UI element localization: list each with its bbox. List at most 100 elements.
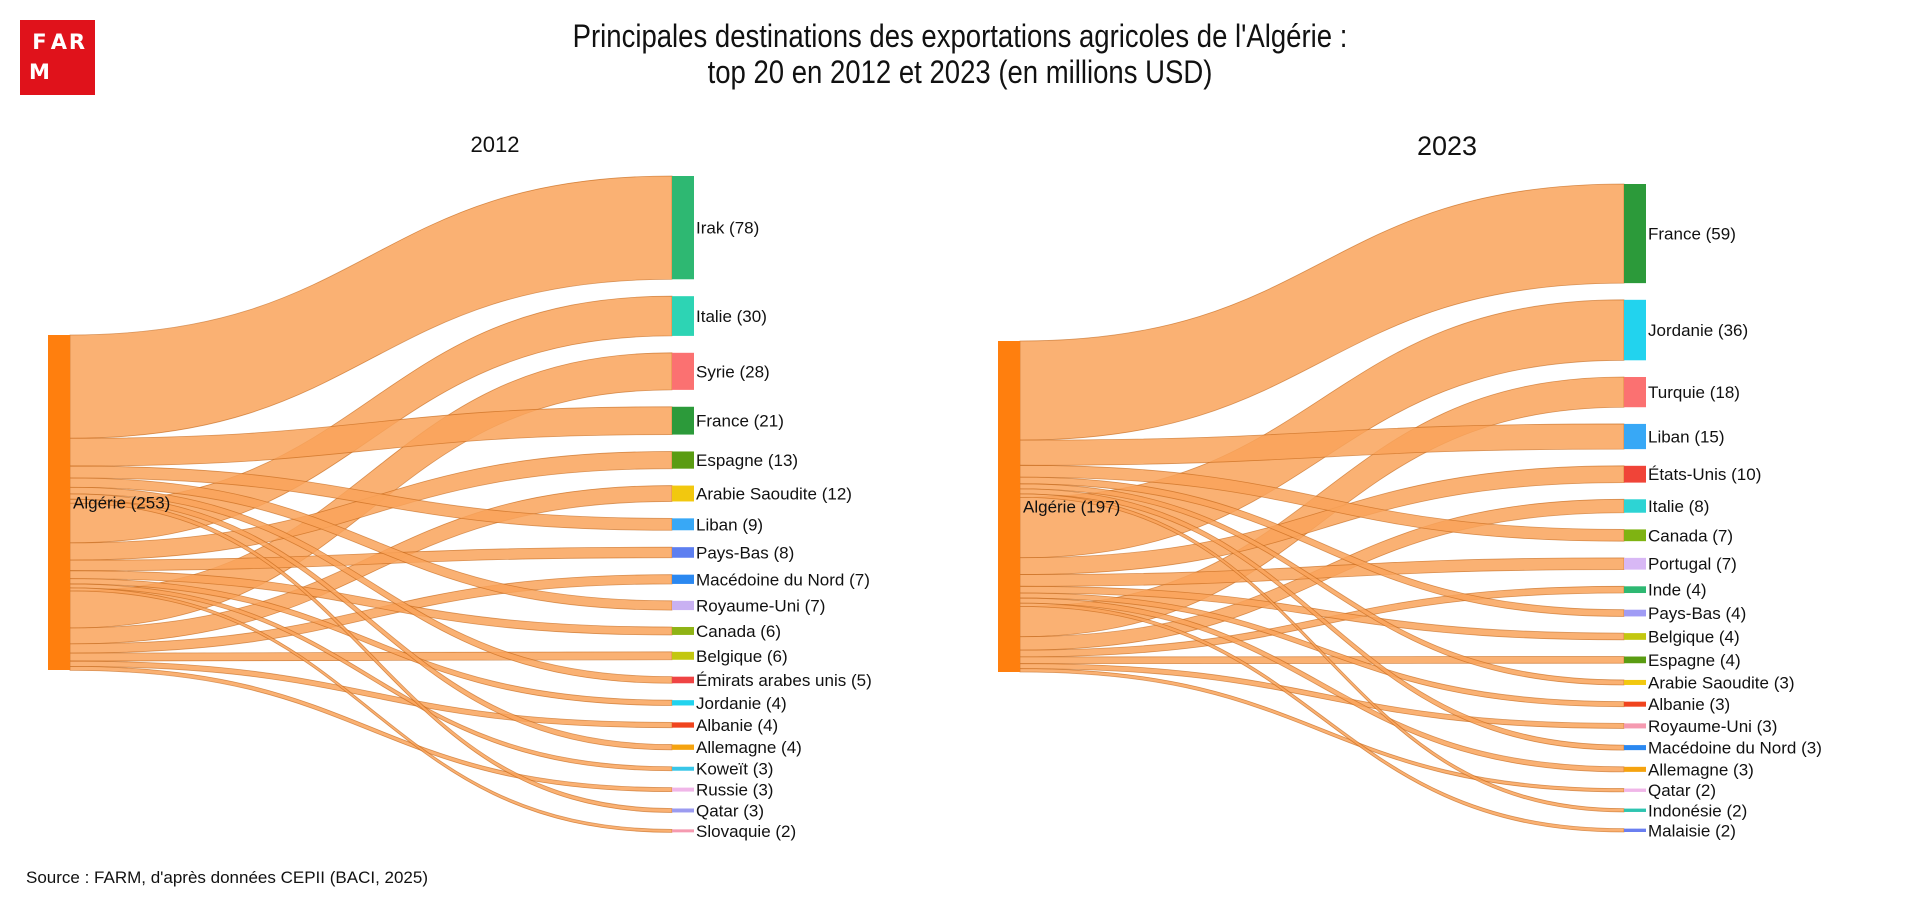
target-node-label: Canada (7) (1648, 526, 1733, 545)
target-node (672, 700, 694, 706)
chart-title: 2023 (1417, 131, 1477, 161)
target-node (672, 829, 694, 833)
sankey-2023: 2023 Algérie (197) France (59) Jordanie (36… (998, 131, 1822, 840)
chart-title: 2012 (471, 132, 520, 157)
target-node-label: Inde (4) (1648, 581, 1707, 600)
target-node-label: Turquie (18) (1648, 383, 1740, 402)
target-node-label: Jordanie (4) (696, 694, 787, 713)
target-node (1624, 376, 1646, 408)
title-line-1: Principales destinations des exportation… (572, 18, 1348, 54)
target-node-label: Italie (8) (1648, 497, 1709, 516)
source-node (998, 341, 1020, 672)
target-node (1624, 656, 1646, 664)
sankey-link (1019, 557, 1625, 587)
target-node (1624, 766, 1646, 772)
logo-letter: R (68, 30, 86, 55)
target-node-label: États-Unis (10) (1648, 465, 1761, 484)
target-node-label: Pays-Bas (8) (696, 543, 794, 562)
sankey-link (1019, 592, 1625, 708)
target-node-label: Malaisie (2) (1648, 821, 1736, 840)
target-node-label: Qatar (2) (1648, 781, 1716, 800)
source-node (48, 335, 70, 670)
target-node (1624, 808, 1646, 812)
target-node (1624, 529, 1646, 542)
sankey-link (69, 465, 673, 531)
target-node-label: Italie (30) (696, 307, 767, 326)
target-node (672, 574, 694, 584)
target-node-label: Indonésie (2) (1648, 801, 1747, 820)
target-node-label: Espagne (13) (696, 451, 798, 470)
target-node (1624, 723, 1646, 729)
target-node (1624, 745, 1646, 751)
target-node-label: Belgique (4) (1648, 627, 1740, 646)
sankey-link (1019, 423, 1625, 466)
sankey-link (1019, 465, 1625, 575)
target-node (672, 676, 694, 684)
target-node (1624, 679, 1646, 685)
target-node (672, 352, 694, 390)
target-node (1624, 557, 1646, 570)
sankey-link (1019, 668, 1625, 793)
logo-letter: M (29, 59, 50, 84)
sankey-link (1019, 663, 1625, 729)
target-node-label: Émirats arabes unis (5) (696, 671, 872, 690)
target-node-label: Albanie (4) (696, 716, 778, 735)
links (69, 175, 673, 833)
target-node (672, 787, 694, 792)
farm-logo: F A R M (20, 20, 95, 95)
target-node (1624, 788, 1646, 792)
target-node-label: Albanie (3) (1648, 695, 1730, 714)
source-node-label: Algérie (253) (73, 494, 170, 513)
target-node-label: Russie (3) (696, 781, 773, 800)
links (1019, 183, 1625, 833)
target-node-label: Liban (9) (696, 515, 763, 534)
target-node-label: Jordanie (36) (1648, 321, 1748, 340)
sankey-link (69, 493, 673, 751)
target-node (672, 600, 694, 611)
target-node-label: Arabie Saoudite (3) (1648, 673, 1794, 692)
target-node (672, 296, 694, 336)
target-node-label: France (59) (1648, 225, 1736, 244)
target-node-label: Royaume-Uni (3) (1648, 717, 1777, 736)
target-node-label: Liban (15) (1648, 428, 1725, 447)
source-note: Source : FARM, d'après données CEPII (BA… (26, 868, 428, 887)
target-node-label: Portugal (7) (1648, 555, 1737, 574)
target-node (1624, 184, 1646, 284)
target-node (672, 651, 694, 660)
sankey-link (69, 570, 673, 636)
sankey-2012: 2012 Algérie (253) Irak (78) Italie (30) Syr… (48, 132, 872, 841)
sankey-link (69, 587, 673, 833)
sankey-link (69, 175, 673, 439)
logo-letter: A (50, 30, 68, 55)
sankey-link (69, 583, 673, 772)
sankey-link (69, 660, 673, 729)
target-node (672, 744, 694, 750)
target-node (672, 518, 694, 531)
sankey-link (1019, 656, 1625, 664)
target-node-label: Belgique (6) (696, 647, 788, 666)
target-node-label: Pays-Bas (4) (1648, 604, 1746, 623)
target-node (672, 485, 694, 502)
target-node-label: Arabie Saoudite (12) (696, 485, 852, 504)
target-node-label: Royaume-Uni (7) (696, 596, 825, 615)
target-node (1624, 465, 1646, 483)
target-node-label: Irak (78) (696, 219, 759, 238)
target-node (672, 451, 694, 469)
target-node-label: Canada (6) (696, 622, 781, 641)
logo-letter: F (32, 30, 47, 55)
target-node-label: France (21) (696, 412, 784, 431)
source-node-label: Algérie (197) (1023, 498, 1120, 517)
target-node (672, 722, 694, 728)
sankey-link (69, 406, 673, 467)
target-node-label: Allemagne (4) (696, 738, 802, 757)
target-node-label: Macédoine du Nord (7) (696, 570, 870, 589)
page-title: Principales destinations des exportation… (461, 18, 1459, 90)
target-node-label: Syrie (28) (696, 362, 770, 381)
target-node (672, 808, 694, 813)
target-node (1624, 586, 1646, 594)
target-node (1624, 828, 1646, 832)
target-node-label: Macédoine du Nord (3) (1648, 739, 1822, 758)
sankey-link (1019, 483, 1625, 686)
target-node-label: Slovaquie (2) (696, 822, 796, 841)
